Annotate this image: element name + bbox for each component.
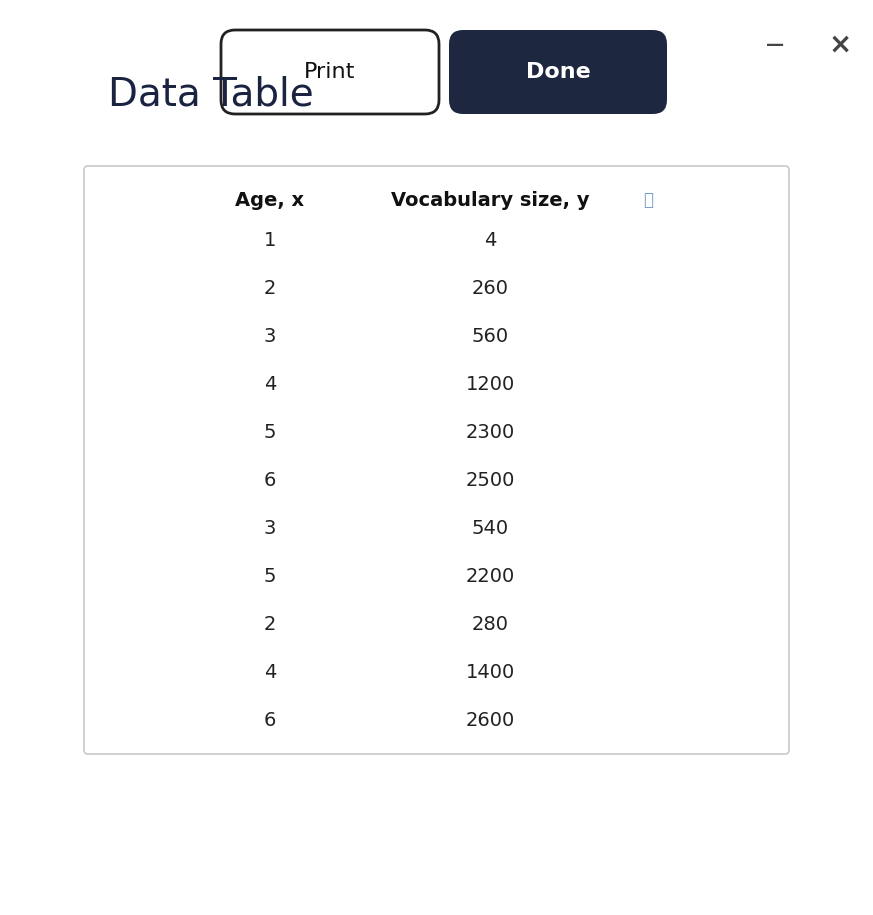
Text: 4: 4 <box>264 662 276 682</box>
Text: 540: 540 <box>471 519 509 537</box>
Text: 5: 5 <box>264 423 276 442</box>
Text: 1: 1 <box>264 231 276 250</box>
Text: 2200: 2200 <box>465 566 514 586</box>
FancyBboxPatch shape <box>84 166 789 754</box>
FancyBboxPatch shape <box>449 30 667 114</box>
Text: 2600: 2600 <box>465 711 514 729</box>
Text: 3: 3 <box>264 327 276 346</box>
Text: 5: 5 <box>264 566 276 586</box>
Text: 6: 6 <box>264 470 276 490</box>
FancyBboxPatch shape <box>221 30 439 114</box>
Text: ⧉: ⧉ <box>643 191 653 209</box>
Text: 280: 280 <box>471 615 508 633</box>
Text: 1400: 1400 <box>465 662 514 682</box>
Text: ×: × <box>828 31 852 59</box>
Text: 2500: 2500 <box>465 470 515 490</box>
Text: Print: Print <box>305 62 355 82</box>
Text: Done: Done <box>526 62 590 82</box>
Text: 6: 6 <box>264 711 276 729</box>
Text: 1200: 1200 <box>465 374 514 393</box>
Text: 560: 560 <box>471 327 509 346</box>
Text: 2: 2 <box>264 278 276 297</box>
Text: 4: 4 <box>264 374 276 393</box>
Text: Vocabulary size, y: Vocabulary size, y <box>391 190 589 210</box>
Text: Data Table: Data Table <box>108 76 313 114</box>
Text: 3: 3 <box>264 519 276 537</box>
Text: Age, x: Age, x <box>236 190 305 210</box>
Text: —: — <box>766 36 784 54</box>
Text: 260: 260 <box>471 278 508 297</box>
Text: 4: 4 <box>484 231 496 250</box>
Text: 2: 2 <box>264 615 276 633</box>
Text: 2300: 2300 <box>465 423 514 442</box>
